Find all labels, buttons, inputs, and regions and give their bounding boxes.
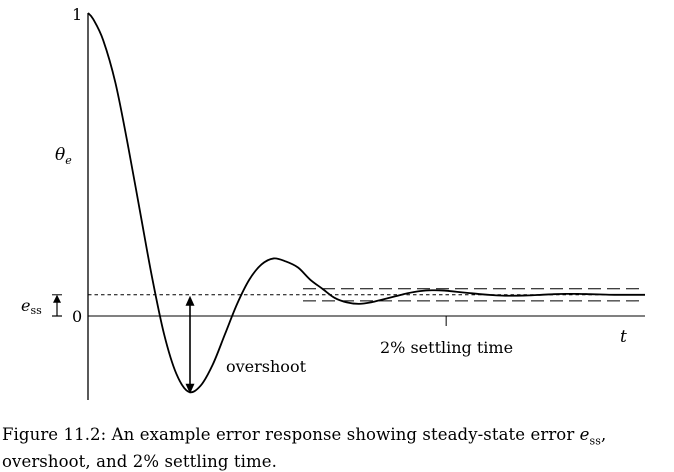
y-tick-label-1: 1 xyxy=(72,5,82,24)
caption-text-before: Figure 11.2: An example error response s… xyxy=(2,425,580,444)
caption-ess-symbol: e xyxy=(579,425,590,444)
overshoot-label: overshoot xyxy=(226,357,307,376)
caption-ess-subscript: ss xyxy=(589,434,602,448)
ess-marker-arrowhead xyxy=(53,294,61,303)
ess-label: ess xyxy=(21,296,42,317)
x-axis-label: t xyxy=(620,327,627,347)
y-axis-label-subscript: e xyxy=(65,154,72,167)
series-line-0 xyxy=(87,12,645,394)
axes xyxy=(87,13,645,400)
y-tick-label-0: 0 xyxy=(72,307,82,326)
annotations xyxy=(52,294,447,394)
y-axis-label: θe xyxy=(55,145,72,167)
overshoot-arrowhead-up xyxy=(185,295,195,306)
overshoot-arrowhead-down xyxy=(185,383,195,394)
series-group xyxy=(87,12,645,394)
figure-caption: Figure 11.2: An example error response s… xyxy=(2,424,670,472)
settling-time-label: 2% settling time xyxy=(380,338,513,357)
error-response-chart: θe t 1 0 ess 2% settling time overshoot xyxy=(21,5,645,400)
